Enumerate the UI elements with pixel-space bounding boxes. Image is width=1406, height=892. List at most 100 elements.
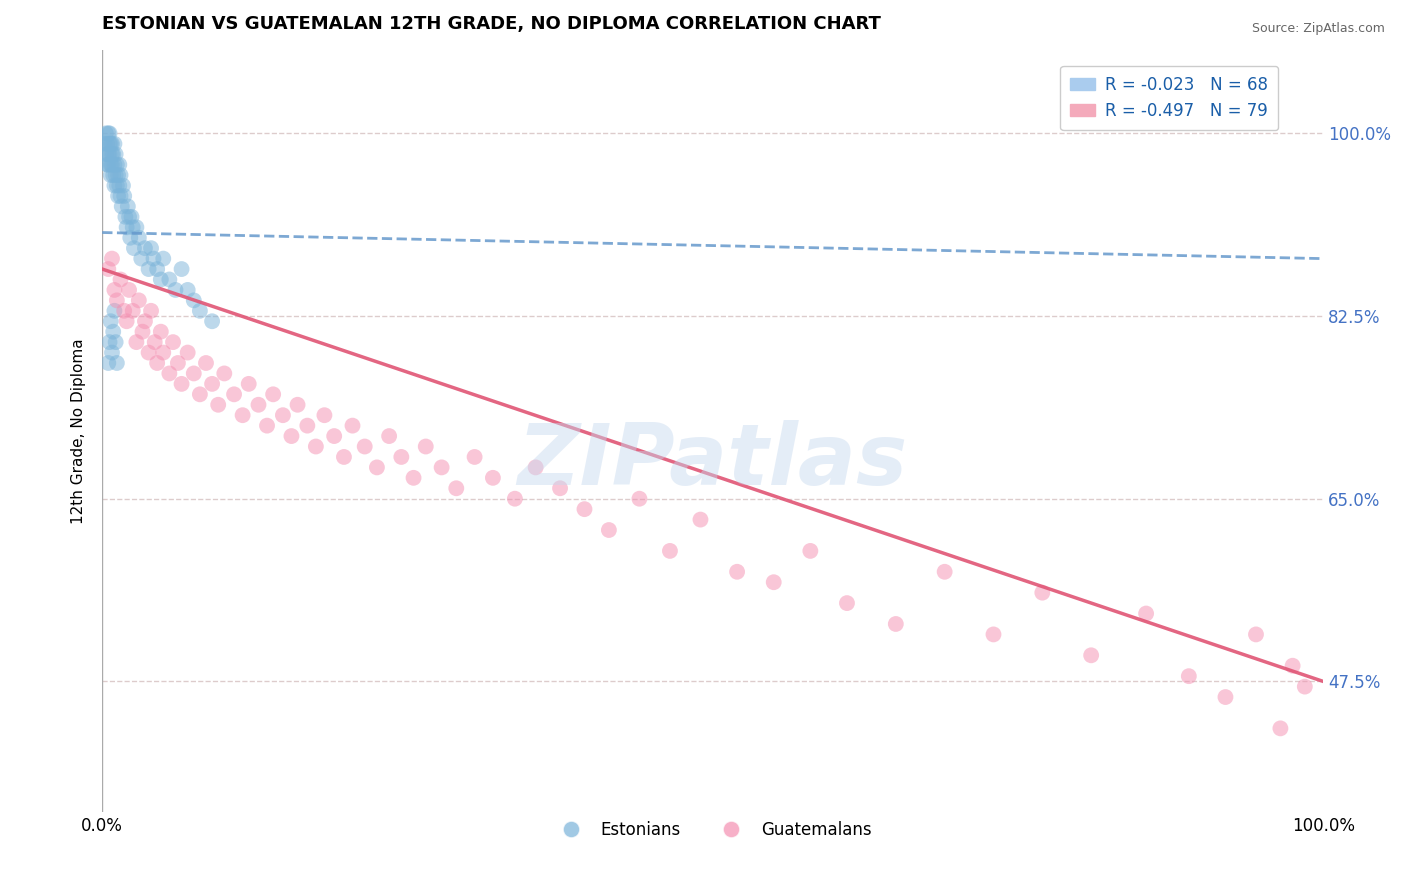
Point [342, 418, 364, 433]
Point [105, 293, 128, 308]
Point [170, 262, 193, 277]
Point [628, 491, 651, 506]
Point [101, 147, 124, 161]
Point [762, 575, 785, 590]
Point [402, 471, 425, 485]
Point [1215, 690, 1237, 704]
Point [138, 262, 160, 277]
Point [934, 565, 956, 579]
Point [366, 460, 388, 475]
Point [103, 168, 125, 182]
Point [152, 252, 174, 266]
Point [1080, 648, 1102, 663]
Point [100, 168, 122, 182]
Point [1244, 627, 1267, 641]
Point [103, 147, 125, 161]
Point [110, 189, 132, 203]
Point [105, 356, 128, 370]
Point [110, 272, 132, 286]
Point [799, 544, 821, 558]
Point [128, 293, 150, 308]
Point [139, 303, 162, 318]
Point [165, 283, 187, 297]
Point [1294, 680, 1316, 694]
Point [152, 345, 174, 359]
Point [97, 147, 120, 161]
Point [108, 178, 131, 193]
Point [314, 408, 336, 422]
Point [125, 335, 148, 350]
Point [115, 220, 138, 235]
Point [305, 440, 328, 454]
Point [103, 303, 125, 318]
Point [98, 335, 121, 350]
Point [103, 283, 125, 297]
Point [96, 158, 118, 172]
Point [464, 450, 486, 464]
Point [333, 450, 356, 464]
Point [689, 512, 711, 526]
Point [280, 429, 302, 443]
Point [101, 345, 124, 359]
Point [107, 189, 129, 203]
Point [146, 356, 169, 370]
Point [118, 210, 141, 224]
Point [121, 220, 143, 235]
Point [103, 325, 125, 339]
Point [101, 136, 124, 151]
Text: Source: ZipAtlas.com: Source: ZipAtlas.com [1251, 22, 1385, 36]
Point [98, 136, 121, 151]
Point [271, 408, 294, 422]
Point [98, 147, 121, 161]
Point [446, 481, 468, 495]
Point [201, 376, 224, 391]
Point [1031, 585, 1053, 599]
Point [104, 147, 127, 161]
Point [105, 158, 128, 172]
Point [104, 335, 127, 350]
Y-axis label: 12th Grade, No Diploma: 12th Grade, No Diploma [72, 338, 86, 524]
Point [247, 398, 270, 412]
Point [122, 241, 145, 255]
Point [262, 387, 284, 401]
Point [214, 367, 236, 381]
Point [138, 345, 160, 359]
Point [146, 262, 169, 277]
Point [100, 158, 122, 172]
Point [256, 418, 278, 433]
Point [353, 440, 375, 454]
Point [104, 168, 127, 182]
Point [162, 335, 184, 350]
Point [120, 231, 142, 245]
Point [167, 356, 190, 370]
Point [134, 314, 156, 328]
Point [149, 325, 172, 339]
Point [100, 314, 122, 328]
Point [238, 376, 260, 391]
Point [207, 398, 229, 412]
Point [1281, 658, 1303, 673]
Point [98, 126, 121, 140]
Point [176, 283, 198, 297]
Point [389, 450, 412, 464]
Point [101, 158, 124, 172]
Point [149, 272, 172, 286]
Point [188, 303, 211, 318]
Point [524, 460, 547, 475]
Point [598, 523, 620, 537]
Point [118, 283, 141, 297]
Point [176, 345, 198, 359]
Point [183, 367, 205, 381]
Point [884, 617, 907, 632]
Point [1270, 722, 1292, 736]
Point [103, 178, 125, 193]
Point [105, 178, 128, 193]
Point [131, 325, 153, 339]
Point [107, 168, 129, 182]
Point [112, 303, 135, 318]
Point [323, 429, 346, 443]
Point [983, 627, 1005, 641]
Point [195, 356, 218, 370]
Point [111, 199, 134, 213]
Point [97, 126, 120, 140]
